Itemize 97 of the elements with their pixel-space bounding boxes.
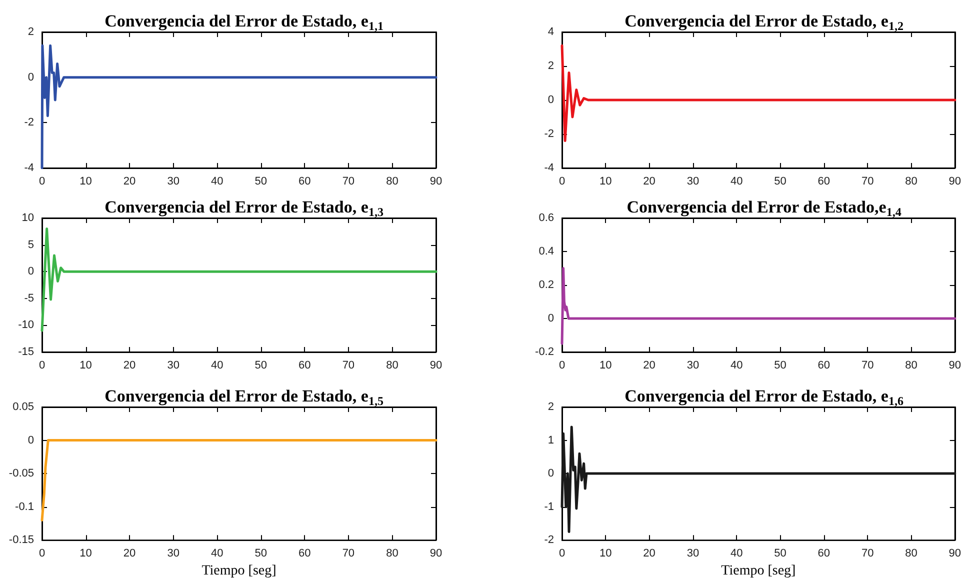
x-tick-label: 90 — [430, 176, 442, 188]
x-tick-label: 0 — [38, 360, 46, 372]
x-tick-label: 60 — [298, 360, 311, 372]
x-tick-label: 40 — [730, 548, 743, 560]
x-tick-label: 10 — [80, 548, 92, 560]
x-tick-label: 80 — [386, 360, 398, 372]
x-tick-label: 10 — [600, 176, 612, 188]
x-tick-label: 10 — [80, 360, 92, 372]
x-tick-label: 20 — [643, 360, 656, 372]
x-tick-label: 10 — [600, 548, 612, 560]
y-tick-label: 5 — [28, 238, 34, 251]
x-tick-label: 60 — [298, 548, 311, 560]
y-tick-label: -4 — [544, 162, 554, 174]
x-tick-label: 50 — [774, 548, 786, 560]
x-tick-label: 50 — [254, 176, 268, 188]
y-tick-label: 0.05 — [12, 401, 34, 413]
x-tick-label: 0 — [38, 176, 46, 188]
line-series — [40, 227, 438, 332]
y-tick-label: -0.2 — [535, 346, 554, 358]
x-tick-label: 30 — [167, 360, 180, 372]
x-tick-label: 20 — [643, 176, 656, 188]
x-tick-label: 50 — [254, 548, 268, 560]
x-tick-label: 30 — [686, 176, 700, 188]
x-tick-label: 80 — [905, 548, 918, 560]
x-tick-label: 0 — [38, 548, 46, 560]
y-tick-label: 0 — [548, 468, 554, 480]
y-tick-label: 0 — [28, 266, 34, 278]
line-series — [40, 439, 438, 522]
y-tick-label: 2 — [548, 60, 554, 72]
y-tick-label: 0 — [548, 312, 554, 324]
y-tick-label: -0.1 — [15, 500, 34, 513]
y-tick-label: 10 — [22, 212, 34, 224]
y-tick-label: -5 — [24, 292, 34, 304]
x-tick-label: 70 — [861, 176, 874, 188]
x-tick-label: 80 — [386, 548, 398, 560]
line-series — [560, 426, 956, 534]
x-tick-label: 40 — [210, 176, 224, 188]
y-tick-label: -4 — [24, 162, 34, 174]
x-tick-label: 0 — [558, 360, 566, 372]
x-tick-label: 80 — [905, 176, 918, 188]
x-tick-label: 90 — [948, 176, 962, 188]
x-tick-label: 70 — [342, 176, 355, 188]
x-tick-label: 90 — [430, 548, 442, 560]
x-tick-label: 50 — [774, 360, 786, 372]
y-tick-label: 1 — [548, 434, 554, 446]
x-tick-label: 60 — [818, 360, 830, 372]
line-series — [560, 267, 956, 345]
y-tick-label: -1 — [544, 500, 554, 513]
y-tick-label: 0 — [28, 71, 34, 84]
x-tick-label: 30 — [167, 176, 180, 188]
x-tick-label: 50 — [774, 176, 786, 188]
y-tick-label: 0.6 — [538, 212, 554, 224]
y-tick-label: 0.4 — [538, 246, 554, 258]
x-tick-label: 40 — [210, 360, 224, 372]
x-tick-label: 10 — [80, 176, 92, 188]
y-tick-label: -2 — [544, 128, 554, 140]
x-tick-label: 70 — [342, 360, 355, 372]
x-tick-label: 10 — [600, 360, 612, 372]
x-tick-label: 80 — [386, 176, 398, 188]
x-tick-label: 60 — [298, 176, 311, 188]
x-tick-label: 80 — [905, 360, 918, 372]
x-tick-label: 30 — [686, 548, 700, 560]
x-tick-label: 90 — [948, 360, 962, 372]
y-tick-label: 2 — [548, 401, 554, 413]
x-tick-label: 50 — [254, 360, 268, 372]
x-tick-label: 20 — [123, 360, 136, 372]
y-tick-label: -15 — [18, 346, 34, 358]
x-tick-label: 40 — [730, 176, 743, 188]
x-axis-title: Tiempo [seg] — [202, 564, 276, 578]
x-tick-label: 60 — [818, 176, 830, 188]
x-tick-label: 0 — [558, 176, 566, 188]
y-tick-label: 4 — [548, 26, 554, 38]
y-tick-label: -10 — [18, 319, 34, 332]
y-tick-label: -2 — [24, 116, 34, 129]
x-tick-label: 70 — [861, 548, 874, 560]
y-tick-label: 0 — [548, 94, 554, 106]
x-tick-label: 40 — [210, 548, 224, 560]
x-tick-label: 70 — [342, 548, 355, 560]
y-tick-label: 0 — [28, 434, 34, 446]
x-axis-title: Tiempo [seg] — [721, 564, 796, 578]
x-tick-label: 30 — [686, 360, 700, 372]
y-tick-label: 0.2 — [538, 279, 554, 291]
y-tick-label: -0.15 — [8, 534, 34, 546]
x-tick-label: 70 — [861, 360, 874, 372]
x-tick-label: 20 — [123, 548, 136, 560]
x-tick-label: 60 — [818, 548, 830, 560]
x-tick-label: 20 — [123, 176, 136, 188]
y-tick-label: 2 — [28, 26, 34, 38]
x-tick-label: 90 — [430, 360, 442, 372]
y-tick-label: -0.05 — [8, 468, 34, 480]
y-tick-label: -2 — [544, 534, 554, 546]
x-tick-label: 30 — [167, 548, 180, 560]
line-series — [560, 44, 956, 142]
x-tick-label: 0 — [558, 548, 566, 560]
x-tick-label: 40 — [730, 360, 743, 372]
x-tick-label: 20 — [643, 548, 656, 560]
x-tick-label: 90 — [948, 548, 962, 560]
